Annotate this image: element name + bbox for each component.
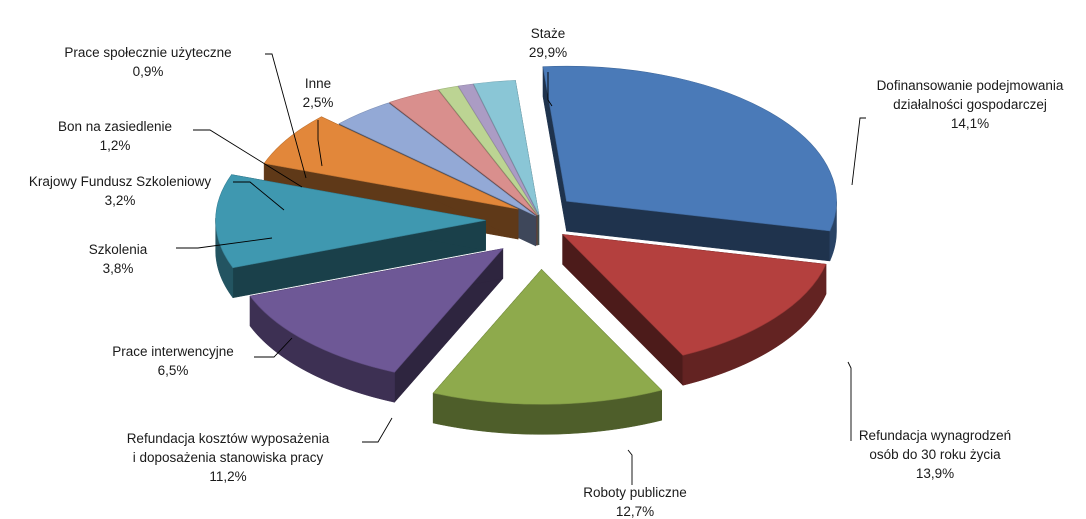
leader-line: [362, 417, 393, 443]
slice-labels: Staże 29,9% Dofinansowanie podejmowania dzi…: [29, 26, 1064, 519]
slice-label: Refundacja wynagrodzeń osób do 30 roku ży…: [859, 428, 1011, 481]
leader-line: [176, 237, 273, 249]
slice-value-label: 1,2%: [100, 138, 131, 153]
slice-value-label: 12,7%: [616, 504, 654, 519]
pie-slice: [249, 248, 504, 373]
slice-value-label: 14,1%: [951, 116, 989, 131]
pie-slice: [542, 65, 837, 232]
slice-value-label: 3,8%: [103, 261, 134, 276]
pie-slice: [388, 89, 538, 216]
slice-value-label: 13,9%: [916, 466, 954, 481]
slice-value-label: 11,2%: [209, 469, 246, 484]
slice-tops: [215, 65, 837, 405]
pie-slice: [561, 234, 827, 356]
slice-label: Dofinansowanie podejmowania działalności …: [877, 78, 1064, 131]
slice-label: Roboty publiczne 12,7%: [583, 485, 687, 519]
slice-label: Prace społecznie użyteczne 0,9%: [64, 45, 231, 79]
leader-line: [265, 53, 307, 179]
leader-line: [847, 361, 852, 441]
pie-slice: [338, 102, 537, 217]
slice-label: Staże 29,9%: [529, 26, 567, 60]
pie-slice: [263, 116, 519, 210]
leader-line: [627, 449, 633, 485]
slice-value-label: 3,2%: [105, 193, 136, 208]
slice-value-label: 2,5%: [303, 95, 334, 110]
slice-value-label: 6,5%: [158, 363, 189, 378]
slice-label: Krajowy Fundusz Szkoleniowy 3,2%: [29, 174, 212, 208]
slice-label: Inne 2,5%: [303, 76, 334, 110]
slice-label: Bon na zasiedlenie 1,2%: [58, 119, 172, 153]
pie-slice: [457, 83, 539, 216]
leader-line: [547, 72, 553, 107]
slice-label: Prace interwencyjne 6,5%: [112, 344, 234, 378]
slice-label: Refundacja kosztów wyposażenia i doposaże…: [127, 431, 330, 484]
leader-line: [193, 129, 303, 188]
pie-slice: [215, 174, 486, 269]
leader-line: [317, 120, 323, 167]
leader-line: [851, 117, 866, 186]
slice-value-label: 0,9%: [133, 64, 164, 79]
leader-line: [233, 181, 285, 211]
pie-slice: [438, 85, 539, 216]
slice-value-label: 29,9%: [529, 45, 567, 60]
slice-label: Szkolenia 3,8%: [89, 242, 148, 276]
leader-line: [254, 337, 293, 358]
leader-lines: [176, 53, 866, 485]
pie-slice: [432, 268, 663, 405]
pie-slice: [473, 80, 540, 216]
